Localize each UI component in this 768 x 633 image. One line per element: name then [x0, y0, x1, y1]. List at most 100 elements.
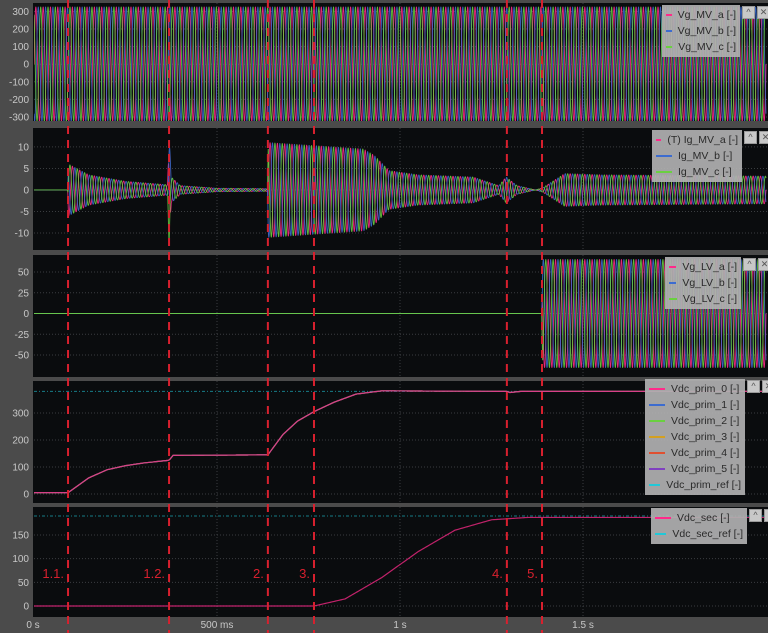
legend-entry[interactable]: Vdc_prim_5 [-]: [649, 461, 741, 477]
legend-entry[interactable]: Vdc_sec_ref [-]: [655, 526, 743, 542]
legend-label: Vdc_prim_1 [-]: [671, 399, 740, 411]
y-tick-label: 200: [12, 25, 29, 36]
legend-label: Vdc_prim_5 [-]: [671, 463, 740, 475]
legend-swatch: [655, 533, 667, 535]
legend-entry[interactable]: Vdc_prim_0 [-]: [649, 381, 741, 397]
legend-entry[interactable]: (T) Ig_MV_a [-]: [656, 132, 738, 148]
legend-label: Vdc_sec_ref [-]: [672, 528, 743, 540]
panel-vg_mv: -300 -200 -100 0 100 200 300: [9, 3, 768, 123]
legend-swatch: [649, 420, 665, 422]
legend-label: Vdc_sec [-]: [677, 512, 730, 524]
y-tick-label: -200: [9, 95, 29, 106]
legend-label: Vg_LV_c [-]: [682, 293, 737, 305]
legend-swatch: [649, 436, 665, 438]
legend-label: Vg_MV_b [-]: [677, 25, 736, 37]
y-tick-label: 50: [18, 578, 30, 589]
legend-label: Vdc_prim_4 [-]: [671, 447, 740, 459]
legend-entry[interactable]: Vg_LV_b [-]: [669, 275, 737, 291]
close-legend-button[interactable]: ✕: [764, 509, 768, 522]
y-tick-label: 0: [23, 185, 29, 196]
legend-label: Ig_MV_c [-]: [678, 166, 732, 178]
series-line-Vg_MV_b: [34, 6, 767, 121]
y-tick-label: 0: [23, 602, 29, 613]
y-tick-label: -25: [15, 330, 30, 341]
y-tick-label: 25: [18, 288, 30, 299]
x-tick-label: 500 ms: [201, 620, 234, 631]
legend-swatch: [655, 517, 671, 519]
legend-swatch: [649, 452, 665, 454]
legend-swatch: [649, 388, 665, 390]
y-tick-label: 200: [12, 436, 29, 447]
event-marker-label: 4.: [492, 566, 503, 581]
y-tick-label: -100: [9, 77, 29, 88]
series-line-Vg_MV_a: [34, 6, 767, 121]
y-tick-label: 0: [23, 490, 29, 501]
legend-swatch: [656, 155, 672, 157]
event-marker-label: 1.1.: [42, 566, 64, 581]
collapse-legend-button[interactable]: ^: [742, 6, 755, 19]
y-tick-label: 300: [12, 7, 29, 18]
legend-label: Vg_LV_b [-]: [682, 277, 737, 289]
close-legend-button[interactable]: ✕: [758, 258, 768, 271]
legend-entry[interactable]: Vdc_prim_ref [-]: [649, 477, 741, 493]
y-tick-label: 0: [23, 60, 29, 71]
legend-vg_mv: Vg_MV_a [-] Vg_MV_b [-] Vg_MV_c [-]: [662, 5, 740, 57]
collapse-legend-button[interactable]: ^: [743, 258, 756, 271]
legend-swatch: [666, 46, 673, 48]
y-tick-label: -5: [20, 207, 29, 218]
legend-swatch: [666, 30, 672, 32]
y-tick-label: 50: [18, 268, 30, 279]
legend-label: Ig_MV_b [-]: [678, 150, 733, 162]
legend-label: Vdc_prim_0 [-]: [671, 383, 740, 395]
y-tick-label: 10: [18, 142, 30, 153]
y-tick-label: 100: [12, 42, 29, 53]
legend-vg_lv: Vg_LV_a [-] Vg_LV_b [-] Vg_LV_c [-]: [665, 257, 741, 309]
y-tick-label: -50: [15, 351, 30, 362]
series-line-Ig_MV_b: [34, 142, 767, 238]
legend-entry[interactable]: Vdc_prim_4 [-]: [649, 445, 741, 461]
legend-entry[interactable]: Vg_LV_c [-]: [669, 291, 737, 307]
series-line-Vdc_prim_0: [34, 390, 766, 494]
series-group: [34, 6, 767, 121]
close-legend-button[interactable]: ✕: [757, 6, 768, 19]
x-tick-label: 1.5 s: [572, 620, 594, 631]
series-group: [34, 515, 768, 607]
legend-label: Vdc_prim_2 [-]: [671, 415, 740, 427]
legend-entry[interactable]: Vg_LV_a [-]: [669, 259, 737, 275]
series-line-Vg_LV_c: [34, 259, 767, 368]
legend-label: Vdc_prim_3 [-]: [671, 431, 740, 443]
collapse-legend-button[interactable]: ^: [744, 131, 757, 144]
legend-entry[interactable]: Vg_MV_c [-]: [666, 39, 736, 55]
legend-vdc_prim: Vdc_prim_0 [-] Vdc_prim_1 [-] Vdc_prim_2 […: [645, 379, 745, 495]
y-tick-label: 5: [23, 164, 29, 175]
legend-entry[interactable]: Vdc_sec [-]: [655, 510, 743, 526]
legend-entry[interactable]: Ig_MV_c [-]: [656, 164, 738, 180]
series-line-Ig_MV_c: [34, 142, 767, 244]
legend-entry[interactable]: Vg_MV_a [-]: [666, 7, 736, 23]
legend-swatch: [666, 14, 672, 16]
close-legend-button[interactable]: ✕: [762, 380, 768, 393]
legend-swatch: [656, 171, 672, 173]
panel-vg_lv: -50 -25 0 25 50: [15, 255, 768, 377]
legend-swatch: [649, 468, 665, 470]
legend-entry[interactable]: Vg_MV_b [-]: [666, 23, 736, 39]
legend-entry[interactable]: Ig_MV_b [-]: [656, 148, 738, 164]
legend-entry[interactable]: Vdc_prim_3 [-]: [649, 429, 741, 445]
legend-entry[interactable]: Vdc_prim_1 [-]: [649, 397, 741, 413]
panel-ig_mv: -10 -5 0 5 10: [15, 128, 768, 250]
y-tick-label: 150: [12, 530, 29, 541]
legend-swatch: [669, 282, 677, 284]
collapse-legend-button[interactable]: ^: [749, 509, 762, 522]
series-group: [34, 259, 767, 368]
event-marker-label: 1.2.: [143, 566, 165, 581]
y-tick-label: 0: [23, 309, 29, 320]
y-tick-label: 100: [12, 463, 29, 474]
legend-swatch: [669, 298, 677, 300]
y-tick-label: 100: [12, 554, 29, 565]
close-legend-button[interactable]: ✕: [759, 131, 768, 144]
legend-entry[interactable]: Vdc_prim_2 [-]: [649, 413, 741, 429]
y-tick-label: -10: [15, 229, 30, 240]
legend-label: (T) Ig_MV_a [-]: [667, 134, 738, 146]
collapse-legend-button[interactable]: ^: [747, 380, 760, 393]
